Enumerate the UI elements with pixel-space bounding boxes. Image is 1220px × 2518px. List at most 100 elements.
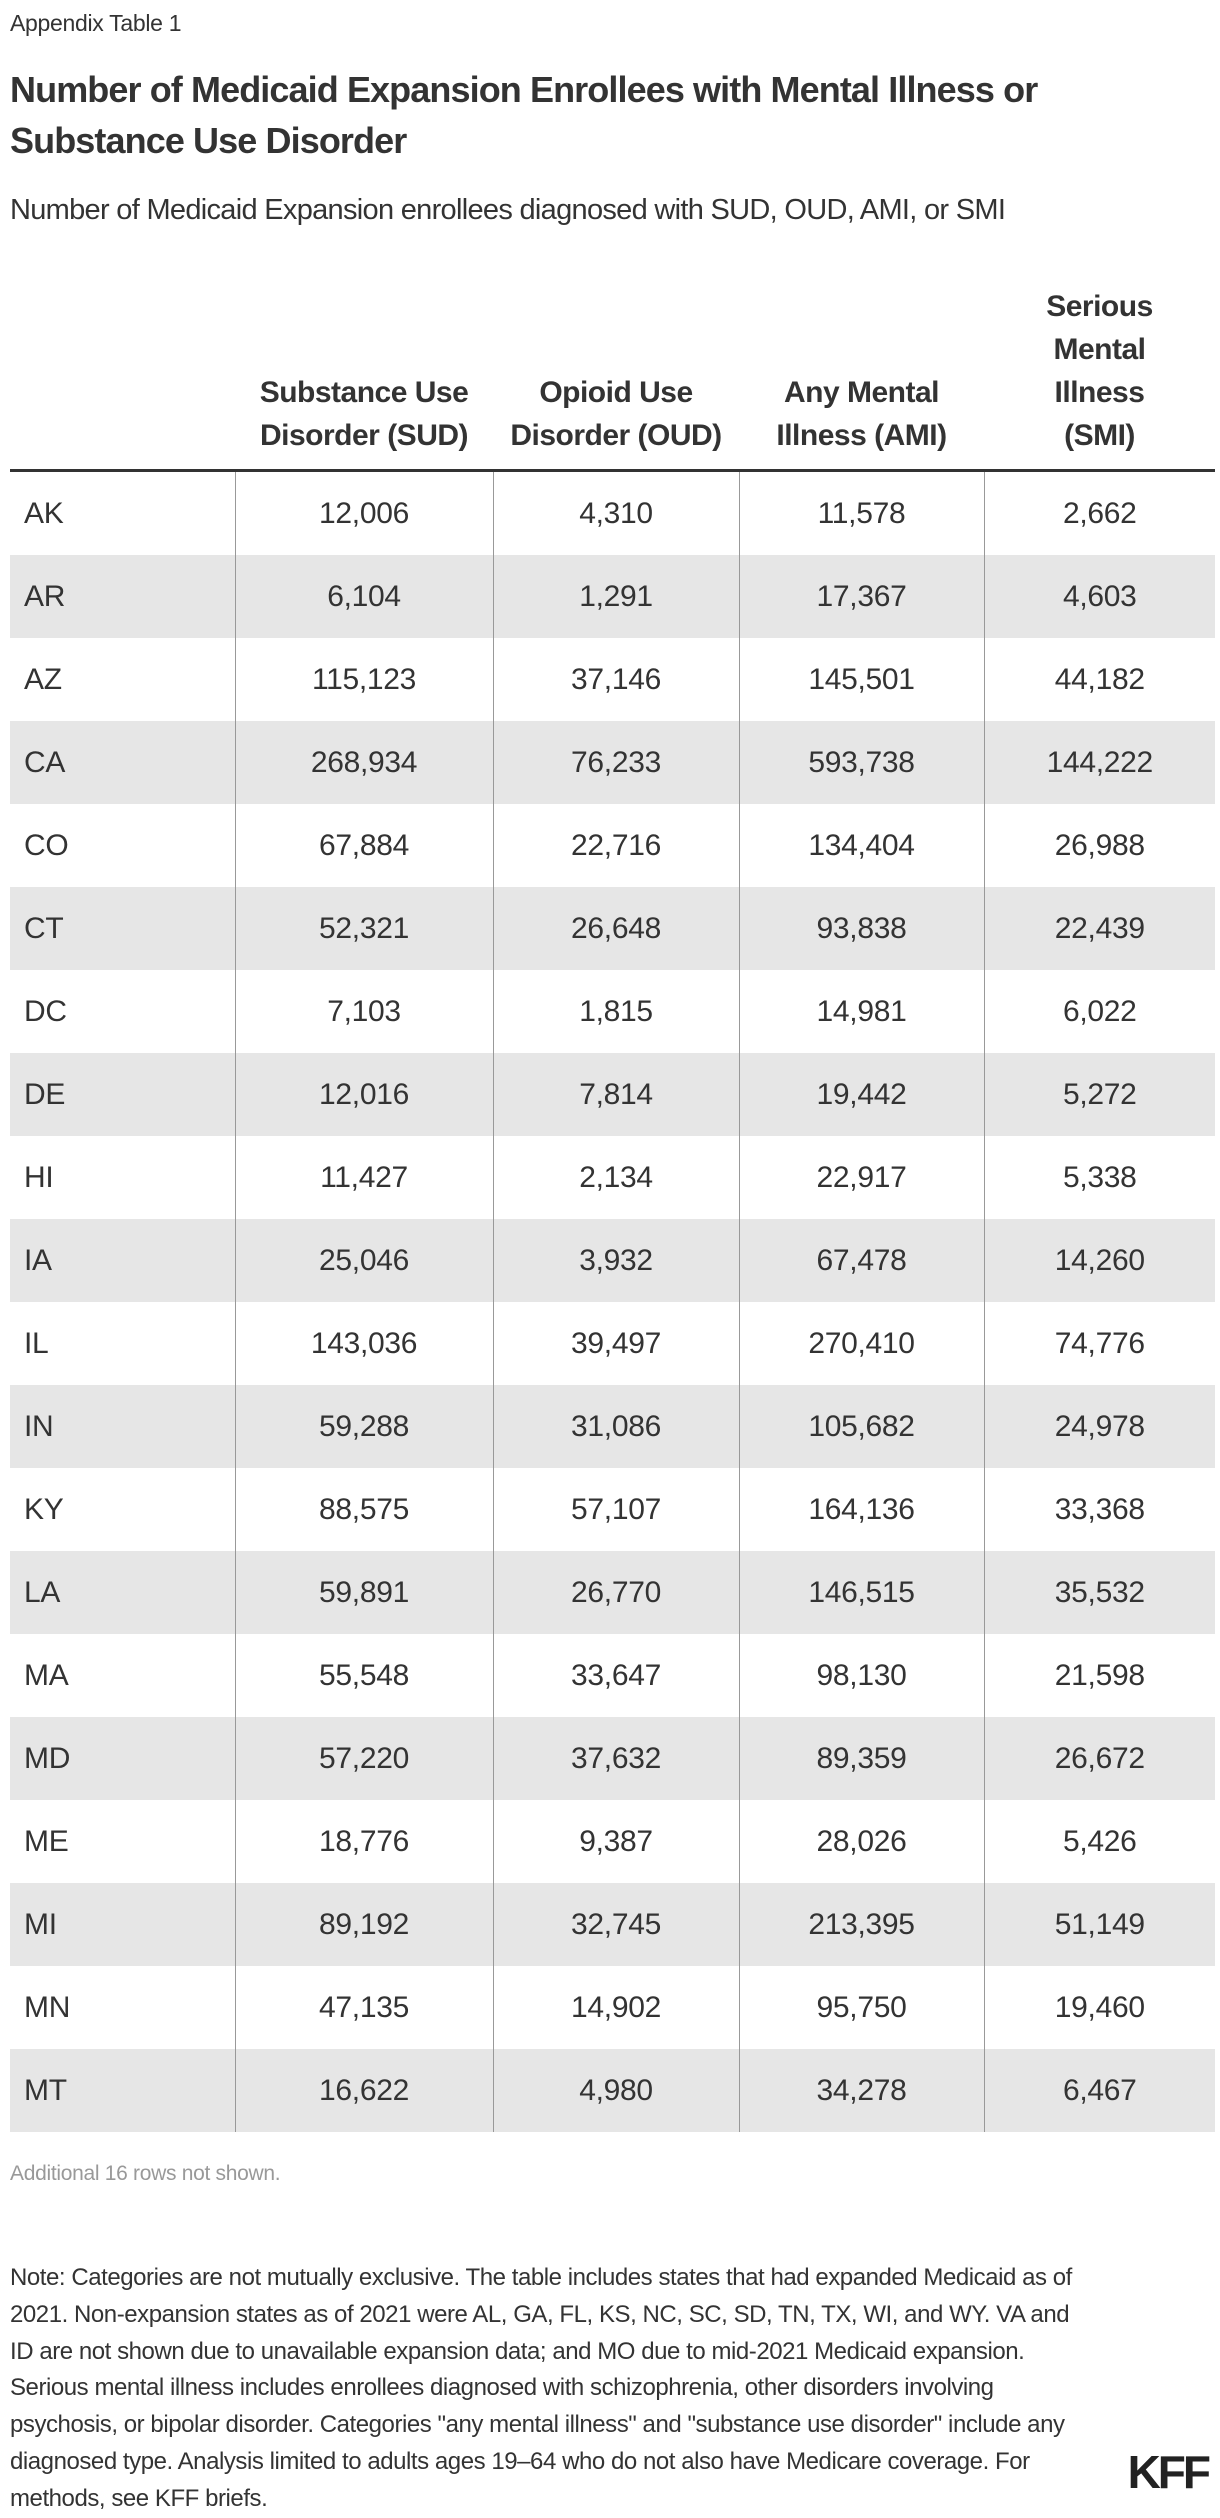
additional-rows-note: Additional 16 rows not shown.: [10, 2162, 281, 2185]
cell-smi: 5,272: [983, 1053, 1215, 1136]
cell-smi: 14,260: [983, 1219, 1215, 1302]
cell-ami: 270,410: [738, 1302, 984, 1385]
cell-ami: 93,838: [738, 887, 984, 970]
cell-sud: 47,135: [234, 1966, 493, 2049]
cell-sud: 67,884: [234, 804, 493, 887]
cell-oud: 39,497: [492, 1302, 739, 1385]
cell-oud: 22,716: [492, 804, 739, 887]
cell-sud: 268,934: [234, 721, 493, 804]
cell-sud: 115,123: [234, 638, 493, 721]
cell-ami: 34,278: [738, 2049, 984, 2132]
cell-state: KY: [24, 1492, 64, 1526]
cell-ami: 22,917: [738, 1136, 984, 1219]
table-row: AK 12,006 4,310 11,578 2,662: [10, 470, 1215, 555]
cell-ami: 17,367: [738, 555, 984, 638]
cell-smi: 6,467: [983, 2049, 1215, 2132]
data-table: Substance Use Disorder (SUD) Opioid Use …: [10, 285, 1215, 2132]
header-row: Substance Use Disorder (SUD) Opioid Use …: [10, 285, 1215, 472]
cell-ami: 89,359: [738, 1717, 984, 1800]
cell-state: MA: [24, 1658, 69, 1692]
cell-smi: 2,662: [983, 470, 1215, 555]
cell-oud: 26,770: [492, 1551, 739, 1634]
cell-sud: 18,776: [234, 1800, 493, 1883]
cell-oud: 2,134: [492, 1136, 739, 1219]
cell-ami: 67,478: [738, 1219, 984, 1302]
cell-oud: 31,086: [492, 1385, 739, 1468]
cell-state: DC: [24, 994, 67, 1028]
cell-oud: 14,902: [492, 1966, 739, 2049]
cell-oud: 9,387: [492, 1800, 739, 1883]
cell-state: IA: [10, 1219, 235, 1302]
table-label: Appendix Table 1: [10, 10, 182, 36]
cell-smi: 44,182: [983, 638, 1215, 721]
cell-oud: 57,107: [492, 1468, 739, 1551]
cell-oud: 37,146: [492, 638, 739, 721]
cell-sud: 11,427: [234, 1136, 493, 1219]
cell-state: HI: [24, 1160, 54, 1194]
cell-ami: 134,404: [738, 804, 984, 887]
table-row: CT 52,321 26,648 93,838 22,439: [10, 887, 1215, 970]
cell-state: CA: [10, 721, 235, 804]
cell-ami: 593,738: [738, 721, 984, 804]
cell-smi: 26,988: [983, 804, 1215, 887]
header-ami: Any Mental Illness (AMI): [739, 285, 984, 472]
table-row: MA 55,548 33,647 98,130 21,598: [10, 1634, 1215, 1717]
cell-oud: 3,932: [492, 1219, 739, 1302]
table-row: DC 7,103 1,815 14,981 6,022: [10, 970, 1215, 1053]
header-state: [10, 285, 235, 472]
cell-sud: 52,321: [234, 887, 493, 970]
table-row: ME 18,776 9,387 28,026 5,426: [10, 1800, 1215, 1883]
cell-smi: 24,978: [983, 1385, 1215, 1468]
cell-smi: 35,532: [983, 1551, 1215, 1634]
cell-smi: 51,149: [983, 1883, 1215, 1966]
cell-sud: 25,046: [234, 1219, 493, 1302]
table-row: IN 59,288 31,086 105,682 24,978: [10, 1385, 1215, 1468]
cell-sud: 7,103: [234, 970, 493, 1053]
cell-ami: 145,501: [738, 638, 984, 721]
table-row: IL 143,036 39,497 270,410 74,776: [10, 1302, 1215, 1385]
kff-logo: KFF: [1127, 2446, 1211, 2498]
cell-smi: 4,603: [983, 555, 1215, 638]
cell-smi: 21,598: [983, 1634, 1215, 1717]
cell-smi: 22,439: [983, 887, 1215, 970]
cell-ami: 11,578: [738, 470, 984, 555]
footnote: Note: Categories are not mutually exclus…: [10, 2264, 1072, 2512]
cell-ami: 105,682: [738, 1385, 984, 1468]
cell-state: MT: [10, 2049, 235, 2132]
cell-sud: 143,036: [234, 1302, 493, 1385]
table-row: HI 11,427 2,134 22,917 5,338: [10, 1136, 1215, 1219]
cell-oud: 76,233: [492, 721, 739, 804]
cell-sud: 16,622: [234, 2049, 493, 2132]
cell-oud: 1,291: [492, 555, 739, 638]
cell-oud: 7,814: [492, 1053, 739, 1136]
cell-state: MD: [10, 1717, 235, 1800]
cell-smi: 6,022: [983, 970, 1215, 1053]
table-row: MD 57,220 37,632 89,359 26,672: [10, 1717, 1215, 1800]
cell-state: MI: [10, 1883, 235, 1966]
cell-oud: 4,980: [492, 2049, 739, 2132]
cell-state: AK: [24, 496, 64, 530]
cell-oud: 37,632: [492, 1717, 739, 1800]
cell-oud: 33,647: [492, 1634, 739, 1717]
cell-ami: 146,515: [738, 1551, 984, 1634]
table-row: DE 12,016 7,814 19,442 5,272: [10, 1053, 1215, 1136]
table-body: AK 12,006 4,310 11,578 2,662 AR 6,104 1,291 17,3…: [10, 470, 1215, 2132]
cell-smi: 144,222: [983, 721, 1215, 804]
table-row: CO 67,884 22,716 134,404 26,988: [10, 804, 1215, 887]
cell-smi: 19,460: [983, 1966, 1215, 2049]
cell-ami: 213,395: [738, 1883, 984, 1966]
table-row: AR 6,104 1,291 17,367 4,603: [10, 555, 1215, 638]
cell-sud: 59,891: [234, 1551, 493, 1634]
page-title: Number of Medicaid Expansion Enrollees w…: [10, 69, 1038, 161]
cell-ami: 19,442: [738, 1053, 984, 1136]
cell-ami: 95,750: [738, 1966, 984, 2049]
table-row: AZ 115,123 37,146 145,501 44,182: [10, 638, 1215, 721]
cell-sud: 12,016: [234, 1053, 493, 1136]
table-row: MT 16,622 4,980 34,278 6,467: [10, 2049, 1215, 2132]
cell-oud: 1,815: [492, 970, 739, 1053]
cell-sud: 57,220: [234, 1717, 493, 1800]
cell-smi: 26,672: [983, 1717, 1215, 1800]
cell-oud: 32,745: [492, 1883, 739, 1966]
cell-smi: 74,776: [983, 1302, 1215, 1385]
cell-sud: 12,006: [234, 470, 493, 555]
